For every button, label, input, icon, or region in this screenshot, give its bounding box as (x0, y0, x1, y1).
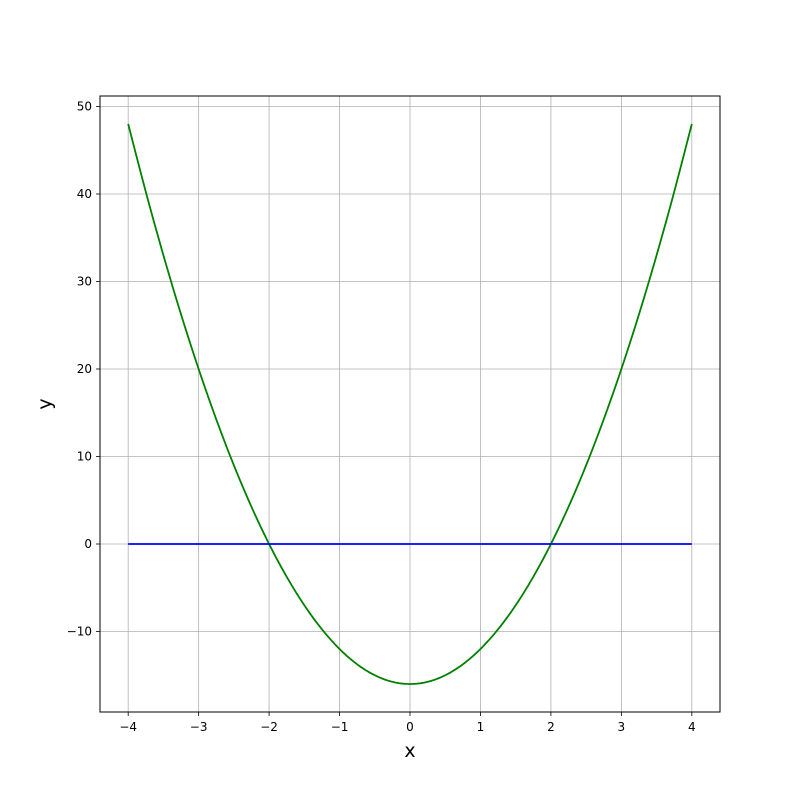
y-tick-label: 10 (77, 450, 92, 464)
x-tick-label: 3 (618, 720, 626, 734)
x-axis-label: x (404, 740, 415, 762)
y-tick-label: −10 (67, 625, 92, 639)
y-axis-label: y (34, 398, 56, 409)
y-tick-label: 40 (77, 187, 92, 201)
x-tick-label: 0 (406, 720, 414, 734)
series-group (127, 123, 693, 685)
x-tick-label: 1 (477, 720, 485, 734)
x-tick-label: −1 (331, 720, 349, 734)
x-tick-label: −2 (260, 720, 278, 734)
y-tick-label: 30 (77, 275, 92, 289)
x-tick-label: 4 (688, 720, 696, 734)
y-tick-label: 20 (77, 362, 92, 376)
x-tick-label: −3 (190, 720, 208, 734)
y-tick-label: 50 (77, 100, 92, 114)
y-tick-label: 0 (84, 537, 92, 551)
x-tick-label: −4 (119, 720, 137, 734)
x-tick-label: 2 (547, 720, 555, 734)
grid (100, 96, 720, 712)
series-line-0 (127, 123, 693, 685)
